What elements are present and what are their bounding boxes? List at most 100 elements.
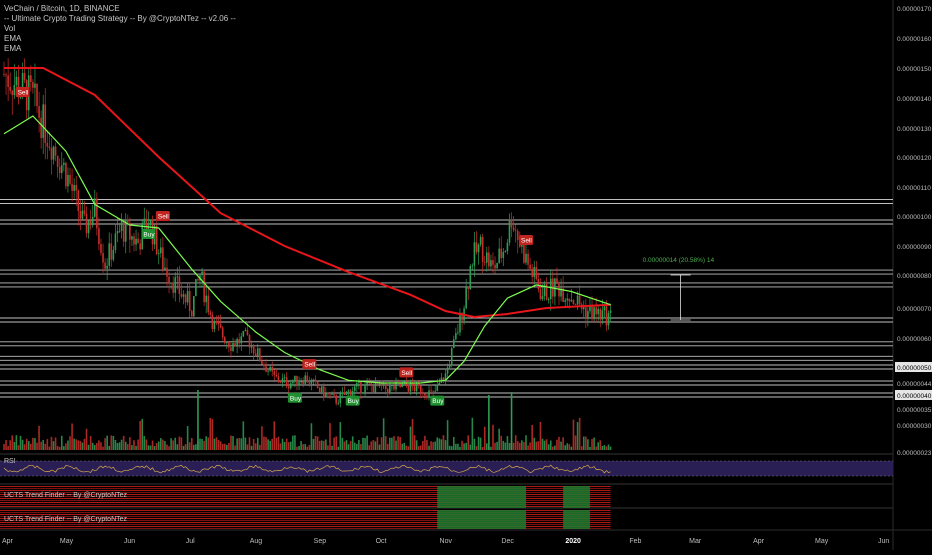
volume-bar — [556, 439, 558, 450]
candle-body — [294, 375, 296, 382]
ema-fast-line — [3, 115, 611, 384]
candle-body — [356, 383, 358, 387]
volume-bar — [11, 435, 14, 450]
volume-bar — [343, 441, 346, 450]
candle-body — [570, 300, 573, 302]
volume-bar — [362, 437, 364, 450]
candle-body — [564, 300, 566, 302]
volume-bar — [240, 438, 243, 450]
candle-body — [298, 382, 300, 386]
volume-bar — [558, 436, 560, 450]
volume-bar — [512, 442, 515, 450]
volume-bar — [527, 445, 529, 450]
strategy-title[interactable]: -- Ultimate Crypto Trading Strategy -- B… — [4, 14, 236, 23]
volume-bar — [87, 444, 90, 450]
candle-body — [230, 347, 232, 351]
rsi-pane-label[interactable]: RSI — [4, 458, 16, 465]
volume-bar — [193, 444, 195, 450]
volume-bar — [54, 437, 57, 450]
volume-bar — [71, 423, 73, 450]
candle-body — [382, 382, 385, 386]
candle-body — [578, 295, 581, 305]
volume-bar — [492, 424, 494, 450]
volume-bar — [426, 440, 428, 450]
trend-pane-1 — [0, 486, 611, 508]
volume-bar — [292, 435, 294, 450]
volume-bar — [432, 442, 434, 450]
candle-body — [261, 361, 263, 365]
time-tick-label: Jun — [124, 538, 135, 545]
candle-body — [250, 345, 253, 348]
volume-bar — [331, 445, 333, 450]
candle-body — [391, 385, 393, 387]
volume-bar — [473, 438, 476, 450]
candle-body — [376, 381, 379, 387]
volume-bar — [135, 445, 137, 450]
sell-signal — [15, 87, 30, 97]
candle-body — [512, 227, 515, 231]
candle-body — [240, 336, 243, 344]
sell-signal-label: Sell — [401, 370, 412, 377]
price-tick-label: 0.00000040 — [897, 393, 932, 400]
volume-bar — [519, 442, 521, 450]
candle-body — [254, 353, 257, 357]
volume-bar — [238, 437, 241, 450]
sell-signal-label: Sell — [18, 90, 29, 97]
volume-bar — [203, 440, 205, 450]
candle-body — [327, 392, 329, 395]
candle-body — [432, 390, 434, 392]
volume-bar — [182, 445, 185, 450]
symbol-title[interactable]: VeChain / Bitcoin, 1D, BINANCE — [4, 4, 120, 13]
time-tick-label: May — [60, 538, 74, 545]
candle-body — [428, 390, 430, 398]
time-tick-label: Apr — [2, 538, 14, 545]
candle-body — [168, 276, 170, 284]
candle-body — [283, 377, 286, 379]
candle-body — [48, 146, 51, 148]
candle-body — [442, 377, 445, 382]
volume-bar — [58, 446, 61, 450]
trend-pane-1-label[interactable]: UCTS Trend Finder -- By @CryptoNTez — [4, 492, 128, 499]
volume-bar — [143, 436, 146, 450]
candle-body — [11, 90, 14, 96]
candle-body — [417, 382, 420, 386]
time-tick-label: Jun — [878, 538, 889, 545]
indicator-ema-2[interactable]: EMA — [4, 44, 22, 53]
candle-body — [339, 393, 342, 404]
volume-bar — [137, 439, 139, 450]
indicator-ema-1[interactable]: EMA — [4, 34, 22, 43]
candle-body — [178, 276, 181, 294]
volume-bar — [502, 440, 505, 450]
rsi-band — [0, 461, 893, 476]
indicator-vol[interactable]: Vol — [4, 24, 16, 33]
volume-bar — [265, 437, 267, 450]
candle-body — [248, 335, 251, 348]
trend-stripe — [0, 522, 611, 523]
candle-body — [599, 308, 602, 320]
candle-body — [444, 373, 447, 382]
candle-body — [523, 243, 525, 263]
candle-body — [389, 385, 391, 394]
volume-bar — [591, 439, 593, 450]
sell-signal — [155, 211, 170, 221]
trend-stripe — [0, 516, 611, 517]
sell-signal — [399, 367, 414, 378]
candle-body — [591, 306, 593, 320]
trend-pane-2-label[interactable]: UCTS Trend Finder -- By @CryptoNTez — [4, 516, 128, 523]
volume-bar — [601, 446, 604, 450]
volume-bar — [178, 436, 181, 450]
volume-bar — [100, 442, 102, 450]
volume-bar — [215, 437, 218, 450]
candle-body — [89, 220, 92, 226]
volume-bar — [63, 446, 65, 450]
volume-bar — [75, 439, 78, 450]
candle-body — [603, 306, 606, 311]
volume-bar — [442, 435, 445, 450]
candle-body — [582, 307, 585, 310]
buy-signal-label: Buy — [143, 232, 155, 239]
candle-body — [525, 253, 527, 263]
candle-body — [457, 332, 459, 334]
buy-signal — [141, 229, 156, 239]
